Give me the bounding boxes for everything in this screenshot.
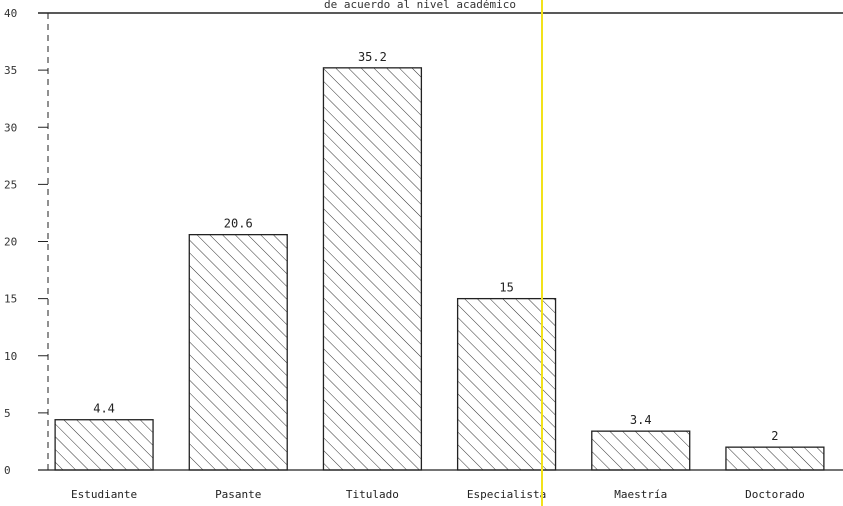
x-category-label: Pasante — [215, 488, 261, 501]
y-tick-label: 10 — [4, 350, 17, 363]
bar-value-label: 4.4 — [93, 402, 115, 416]
bars-group: 4.4 20.6 35.2 15 3.4 2 — [54, 50, 825, 471]
y-tick-label: 35 — [4, 64, 17, 77]
x-category-label: Maestría — [614, 488, 667, 501]
bar-value-label: 2 — [771, 429, 778, 443]
x-category-label: Doctorado — [745, 488, 805, 501]
bar-doctorado — [725, 446, 825, 471]
bar-especialista — [456, 297, 557, 471]
y-tick-label: 15 — [4, 293, 17, 306]
y-tick-label: 20 — [4, 236, 17, 249]
y-tick-label: 40 — [4, 7, 17, 20]
x-category-label: Estudiante — [71, 488, 137, 501]
y-tick-label: 5 — [4, 407, 11, 420]
bar-value-label: 35.2 — [358, 50, 387, 64]
bar-estudiante — [54, 419, 154, 471]
bar-value-label: 15 — [499, 281, 513, 295]
bar-value-label: 3.4 — [630, 413, 652, 427]
chart-title: de acuerdo al nivel académico — [324, 0, 516, 11]
bar-titulado — [322, 67, 423, 471]
y-axis: 0 5 10 15 20 25 30 35 40 — [4, 7, 843, 477]
bar-pasante — [188, 233, 288, 471]
y-tick-label: 25 — [4, 178, 17, 191]
bar-maestría — [591, 430, 691, 471]
x-category-label: Titulado — [346, 488, 399, 501]
y-tick-label: 30 — [4, 121, 17, 134]
x-axis-labels: Estudiante Pasante Titulado Especialista Mae… — [71, 488, 805, 501]
x-category-label: Especialista — [467, 488, 546, 501]
bar-value-label: 20.6 — [224, 217, 253, 231]
y-tick-label: 0 — [4, 464, 11, 477]
